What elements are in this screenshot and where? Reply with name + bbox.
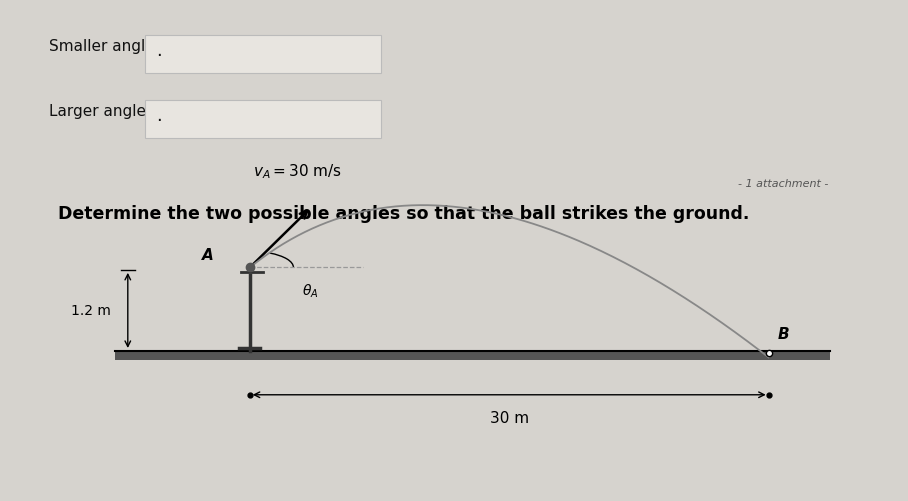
Text: Determine the two possible angles so that the ball strikes the ground.: Determine the two possible angles so tha… [58, 204, 749, 222]
Bar [114, 351, 830, 360]
FancyBboxPatch shape [145, 101, 380, 138]
Text: $v_A = 30\ \mathrm{m/s}$: $v_A = 30\ \mathrm{m/s}$ [253, 162, 342, 181]
FancyBboxPatch shape [145, 36, 380, 74]
Text: A: A [202, 248, 213, 263]
Text: 1.2 m: 1.2 m [71, 304, 111, 318]
Text: .: . [156, 42, 163, 60]
Text: $\theta_A$: $\theta_A$ [302, 282, 319, 299]
Text: 30 m: 30 m [489, 410, 528, 425]
Text: - 1 attachment -: - 1 attachment - [738, 178, 828, 188]
Text: Larger angle:: Larger angle: [49, 104, 152, 118]
Text: Smaller angle:: Smaller angle: [49, 39, 160, 54]
Text: B: B [777, 326, 789, 341]
Text: .: . [156, 107, 163, 125]
